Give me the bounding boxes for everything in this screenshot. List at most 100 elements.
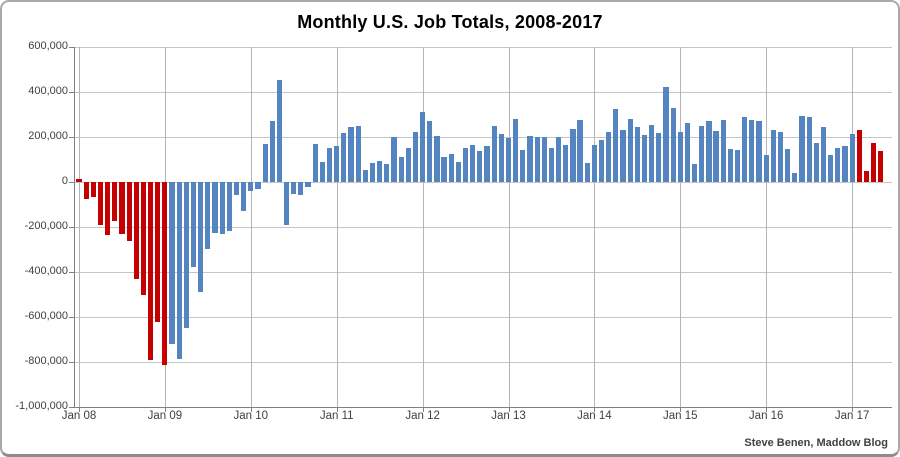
- x-tickmark: [79, 407, 80, 412]
- x-axis-label: Jan 10: [233, 410, 269, 422]
- y-gridline: [74, 272, 892, 273]
- bar-Nov-2008: [147, 182, 154, 361]
- x-tickmark: [594, 407, 596, 412]
- bar-Aug-2009: [212, 182, 218, 233]
- bar-May-2010: [276, 79, 283, 182]
- y-axis-label: 600,000: [28, 40, 68, 52]
- bar-Oct-2010: [312, 143, 318, 182]
- bar-Jun-2016: [799, 116, 805, 182]
- bar-May-2015: [706, 121, 712, 182]
- bar-Sep-2015: [734, 149, 741, 182]
- bar-Feb-2009: [169, 182, 175, 344]
- bar-Aug-2015: [727, 148, 733, 182]
- bar-Oct-2011: [398, 157, 404, 182]
- bar-Oct-2009: [226, 182, 232, 232]
- y-axis-label: 400,000: [28, 85, 68, 97]
- bar-Jun-2011: [369, 163, 376, 182]
- y-tickmark: [69, 92, 74, 93]
- year-gridline: [680, 47, 682, 407]
- bar-Feb-2011: [341, 132, 347, 182]
- x-axis-label: Jan 15: [663, 410, 698, 422]
- bar-Sep-2011: [391, 137, 397, 182]
- bar-Oct-2013: [570, 128, 576, 182]
- bar-Jun-2010: [283, 182, 290, 225]
- bar-May-2008: [105, 182, 111, 235]
- year-gridline: [336, 47, 338, 407]
- bar-Nov-2016: [835, 147, 841, 182]
- bar-Aug-2013: [556, 136, 562, 182]
- y-tickmark: [69, 272, 74, 273]
- bar-Aug-2010: [298, 182, 304, 196]
- bar-Dec-2012: [498, 133, 504, 182]
- x-axis-line: [74, 407, 892, 408]
- y-tickmark: [69, 317, 74, 318]
- bar-Nov-2014: [663, 86, 669, 182]
- bar-Apr-2010: [269, 121, 275, 182]
- y-axis-label: -400,000: [24, 265, 68, 277]
- y-tickmark: [69, 227, 74, 228]
- y-axis-label: -1,000,000: [15, 400, 68, 412]
- year-gridline: [79, 47, 80, 407]
- bar-Feb-2008: [83, 182, 89, 200]
- bar-Oct-2014: [656, 132, 662, 182]
- y-gridline: [74, 47, 892, 48]
- bar-Mar-2015: [692, 164, 698, 182]
- bar-Sep-2016: [820, 127, 827, 182]
- x-tickmark: [766, 407, 768, 412]
- chart-title: Monthly U.S. Job Totals, 2008-2017: [297, 12, 603, 32]
- bar-Nov-2009: [233, 182, 240, 196]
- x-axis-label: Jan 11: [319, 410, 354, 422]
- bar-Nov-2015: [749, 120, 755, 182]
- bar-Feb-2016: [770, 129, 776, 182]
- bar-Dec-2016: [842, 146, 848, 182]
- y-gridline: [74, 362, 892, 363]
- bar-Jan-2012: [420, 112, 426, 182]
- bar-Mar-2011: [348, 126, 354, 182]
- bar-Feb-2012: [427, 121, 433, 182]
- bar-Oct-2008: [140, 182, 146, 296]
- bar-Oct-2016: [828, 155, 834, 182]
- bar-Jul-2008: [119, 182, 125, 234]
- bar-May-2011: [362, 170, 368, 182]
- x-axis-label: Jan 13: [491, 410, 526, 422]
- bar-Dec-2015: [756, 121, 762, 182]
- bar-Jun-2009: [198, 182, 204, 292]
- bar-May-2009: [190, 182, 197, 268]
- bar-Dec-2009: [241, 182, 247, 212]
- y-axis-label: 0: [61, 175, 68, 187]
- bar-Sep-2008: [133, 182, 139, 280]
- bar-Jan-2010: [248, 182, 254, 191]
- bar-Apr-2015: [699, 126, 705, 182]
- bar-Jan-2015: [677, 132, 683, 182]
- bar-Jun-2012: [455, 162, 461, 182]
- x-axis-label: Jan 08: [61, 410, 97, 422]
- y-axis-line: [74, 47, 75, 407]
- x-tickmark: [336, 407, 338, 412]
- bar-Apr-2008: [97, 182, 104, 225]
- bar-Jan-2013: [505, 137, 512, 182]
- bar-Jun-2014: [627, 118, 633, 182]
- year-gridline: [422, 47, 424, 407]
- bar-Aug-2011: [384, 164, 390, 182]
- bar-Sep-2013: [563, 145, 569, 182]
- y-axis-label: -600,000: [24, 310, 68, 322]
- year-gridline: [508, 47, 510, 407]
- bar-Jul-2016: [806, 116, 812, 182]
- bar-Apr-2012: [441, 156, 447, 182]
- bar-Jul-2014: [634, 127, 640, 182]
- bar-Apr-2013: [527, 136, 533, 182]
- bar-Jul-2010: [291, 182, 297, 194]
- bar-May-2016: [792, 173, 798, 182]
- y-tickmark: [69, 362, 74, 363]
- bar-Jun-2013: [541, 136, 547, 182]
- bar-Nov-2011: [405, 148, 411, 182]
- bar-Jul-2009: [205, 182, 211, 249]
- bar-Mar-2010: [262, 143, 268, 182]
- bar-Mar-2012: [434, 135, 440, 182]
- bar-Jul-2015: [720, 120, 726, 182]
- bar-Nov-2013: [577, 120, 583, 182]
- bar-Mar-2009: [176, 182, 182, 359]
- bar-Oct-2015: [742, 116, 748, 182]
- bar-Apr-2009: [183, 182, 189, 329]
